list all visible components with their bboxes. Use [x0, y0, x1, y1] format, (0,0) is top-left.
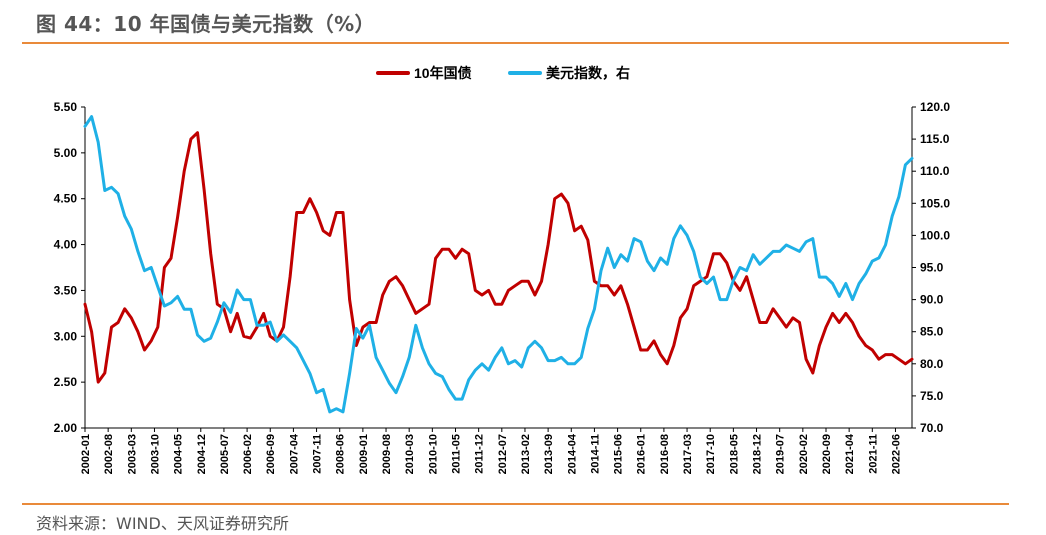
- right-tick-label: 80.0: [920, 357, 944, 371]
- left-tick-label: 4.50: [54, 192, 78, 206]
- left-tick-label: 5.00: [54, 146, 78, 160]
- x-tick-label: 2021-11: [867, 434, 879, 474]
- x-tick-label: 2003-10: [149, 434, 161, 474]
- right-tick-label: 110.0: [920, 164, 950, 178]
- left-tick-label: 4.00: [54, 238, 78, 252]
- left-tick-label: 2.00: [54, 421, 78, 435]
- x-tick-label: 2003-03: [126, 434, 138, 474]
- x-tick-label: 2010-10: [427, 434, 439, 474]
- right-tick-label: 70.0: [920, 421, 944, 435]
- x-tick-label: 2018-12: [752, 434, 764, 474]
- x-tick-label: 2006-09: [265, 434, 277, 474]
- left-tick-label: 5.50: [54, 100, 78, 114]
- legend-label: 10年国债: [414, 65, 472, 81]
- x-tick-label: 2021-04: [844, 433, 856, 474]
- dollar-index-line: [83, 115, 914, 414]
- legend-item-bond: 10年国债: [376, 65, 472, 81]
- x-tick-label: 2013-09: [543, 434, 555, 474]
- right-tick-label: 120.0: [920, 100, 950, 114]
- right-tick-label: 115.0: [920, 132, 950, 146]
- legend: 10年国债 美元指数，右: [376, 65, 630, 81]
- right-tick-label: 95.0: [920, 261, 944, 275]
- bond-yield-line: [83, 131, 914, 384]
- x-tick-label: 2013-02: [520, 434, 532, 474]
- line-chart: 10年国债 美元指数，右 2.00 2.50 3.00 3.50 4.00 4.50 5.00…: [54, 65, 951, 474]
- title-divider: [22, 42, 1009, 44]
- left-tick-label: 3.00: [54, 329, 78, 343]
- x-tick-label: 2020-09: [821, 434, 833, 474]
- x-tick-label: 2018-05: [728, 434, 740, 474]
- legend-item-dxy: 美元指数，右: [508, 65, 630, 81]
- x-tick-label: 2014-11: [589, 434, 601, 474]
- x-tick-label: 2011-12: [474, 434, 486, 474]
- right-tick-label: 85.0: [920, 325, 944, 339]
- x-tick-label: 2022-06: [890, 434, 902, 474]
- x-tick-label: 2006-02: [242, 434, 254, 474]
- x-tick-label: 2004-05: [173, 434, 185, 474]
- x-tick-label: 2005-07: [219, 434, 231, 474]
- legend-label: 美元指数，右: [546, 65, 630, 81]
- x-tick-label: 2017-10: [705, 434, 717, 474]
- x-tick-label: 2002-08: [103, 434, 115, 474]
- x-tick-label: 2017-03: [682, 434, 694, 474]
- x-tick-label: 2016-01: [636, 434, 648, 474]
- source-note: 资料来源：WIND、天风证券研究所: [36, 514, 289, 533]
- series-lines: [83, 115, 914, 414]
- figure-title: 图 44：10 年国债与美元指数（%）: [36, 12, 376, 36]
- x-tick-label: 2002-01: [80, 434, 92, 474]
- x-tick-label: 2014-04: [566, 433, 578, 474]
- source-divider: [22, 503, 1009, 505]
- x-tick-label: 2019-07: [775, 434, 787, 474]
- x-tick-label: 2008-06: [335, 434, 347, 474]
- right-tick-label: 100.0: [920, 228, 950, 242]
- right-tick-label: 90.0: [920, 293, 944, 307]
- x-tick-label: 2016-08: [659, 434, 671, 474]
- left-tick-label: 2.50: [54, 375, 78, 389]
- axes: 2.00 2.50 3.00 3.50 4.00 4.50 5.00 5.50 70.0 75.0…: [54, 100, 951, 474]
- x-tick-label: 2004-12: [196, 434, 208, 474]
- x-tick-label: 2011-05: [450, 434, 462, 474]
- x-tick-label: 2020-02: [798, 434, 810, 474]
- right-tick-label: 75.0: [920, 389, 944, 403]
- x-tick-label: 2007-04: [288, 433, 300, 474]
- right-tick-label: 105.0: [920, 196, 950, 210]
- x-tick-label: 2015-06: [613, 434, 625, 474]
- left-tick-label: 3.50: [54, 283, 78, 297]
- x-tick-label: 2009-01: [358, 434, 370, 474]
- x-tick-label: 2010-03: [404, 434, 416, 474]
- x-tick-label: 2007-11: [312, 434, 324, 474]
- x-tick-label: 2009-08: [381, 434, 393, 474]
- x-tick-label: 2012-07: [497, 434, 509, 474]
